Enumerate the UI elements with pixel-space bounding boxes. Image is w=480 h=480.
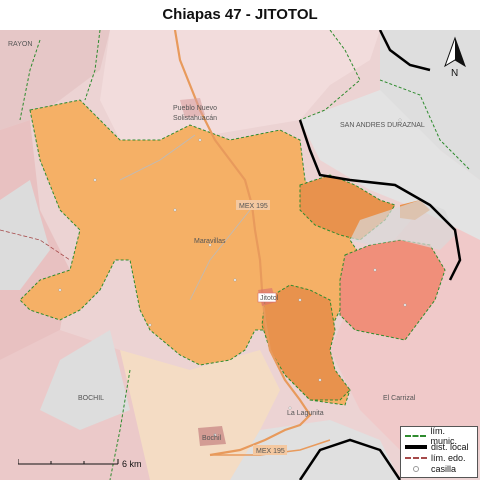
north-arrow-icon: N (444, 36, 466, 78)
region-top-left (0, 30, 110, 130)
road-minor-1 (119, 134, 196, 181)
map-canvas[interactable]: RAYON Pueblo Nuevo Solistahuacán SAN AND… (0, 30, 480, 480)
map-legend: lím. munic. dist. local lím. edo. casill… (400, 426, 478, 478)
legend-row-local: dist. local (405, 441, 473, 452)
region-gray-bottom-left (40, 330, 130, 430)
local-district-border-bottom (298, 438, 402, 480)
legend-row-edo: lím. edo. (405, 452, 473, 463)
road-shield-bg-bottom (253, 445, 287, 455)
label-solistahuacan: Solistahuacán (173, 115, 217, 122)
municipal-border-5 (109, 369, 131, 480)
local-district-border-topright (378, 30, 431, 72)
urban-bochil (198, 426, 226, 446)
casilla-dot[interactable] (298, 298, 302, 302)
compass-label: N (451, 68, 458, 78)
label-la-lagunita: La Lagunita (287, 410, 324, 417)
casilla-dot[interactable] (58, 288, 62, 292)
casilla-dot[interactable] (373, 268, 377, 272)
casilla-dot[interactable] (288, 406, 292, 410)
casilla-dot[interactable] (198, 138, 202, 142)
casilla-dot-icon (405, 465, 427, 473)
region-internal-gray (350, 200, 455, 250)
casilla-dot[interactable] (208, 243, 212, 247)
casilla-dot[interactable] (318, 378, 322, 382)
scale-label: 6 km (122, 459, 142, 469)
scale-bar: 6 km (17, 456, 158, 470)
casilla-dot[interactable] (213, 433, 217, 437)
legend-label-munic: lím. munic. (430, 425, 457, 446)
road-minor-2 (189, 209, 251, 301)
local-district-line-icon (405, 443, 427, 451)
state-line-icon (405, 454, 427, 462)
municipal-line-icon (405, 432, 427, 440)
label-rayon: RAYON (8, 41, 32, 48)
label-maravillas: Maravillas (194, 238, 226, 245)
casilla-dots (58, 118, 407, 437)
legend-row-munic: lím. munic. (405, 426, 473, 446)
casilla-dot[interactable] (93, 178, 97, 182)
municipal-border-4 (379, 79, 471, 171)
label-el-carrizal: El Carrizal (383, 395, 416, 402)
casilla-dot[interactable] (173, 208, 177, 212)
label-jitotol: Jitotol (260, 295, 279, 302)
municipal-border-2 (299, 30, 361, 121)
label-bochil: BOCHIL (78, 395, 104, 402)
casilla-dot[interactable] (148, 323, 152, 327)
region-top-right-gray (380, 30, 480, 180)
label-mex195-bottom: MEX 195 (256, 448, 285, 455)
casilla-dot[interactable] (398, 118, 402, 122)
region-top-center (100, 30, 380, 140)
region-gray-left (0, 180, 50, 290)
municipal-border-1 (84, 30, 101, 101)
legend-label-edo: lím. edo. (431, 452, 466, 463)
urban-pueblo-nuevo (180, 98, 205, 118)
region-bottom-beige (120, 350, 280, 480)
road-shield-bg-top (236, 200, 270, 210)
legend-row-casilla: casilla (405, 463, 473, 474)
casilla-dot[interactable] (233, 278, 237, 282)
label-san-andres: SAN ANDRES DURAZNAL (340, 122, 425, 129)
region-bottom-right-gray (230, 420, 400, 480)
municipal-border-3 (19, 39, 41, 121)
local-district-border-north (298, 119, 462, 281)
legend-label-local: dist. local (431, 441, 469, 452)
label-bochil-town: Bochil (202, 435, 222, 442)
label-pueblo-nuevo: Pueblo Nuevo (173, 105, 217, 112)
label-mex195-top: MEX 195 (239, 203, 268, 210)
map-title: Chiapas 47 - JITOTOL (0, 0, 480, 30)
region-right-gray (300, 90, 480, 240)
state-border (0, 229, 71, 261)
legend-label-casilla: casilla (431, 463, 457, 474)
town-box-jitotol (257, 292, 277, 303)
casilla-dot[interactable] (403, 303, 407, 307)
